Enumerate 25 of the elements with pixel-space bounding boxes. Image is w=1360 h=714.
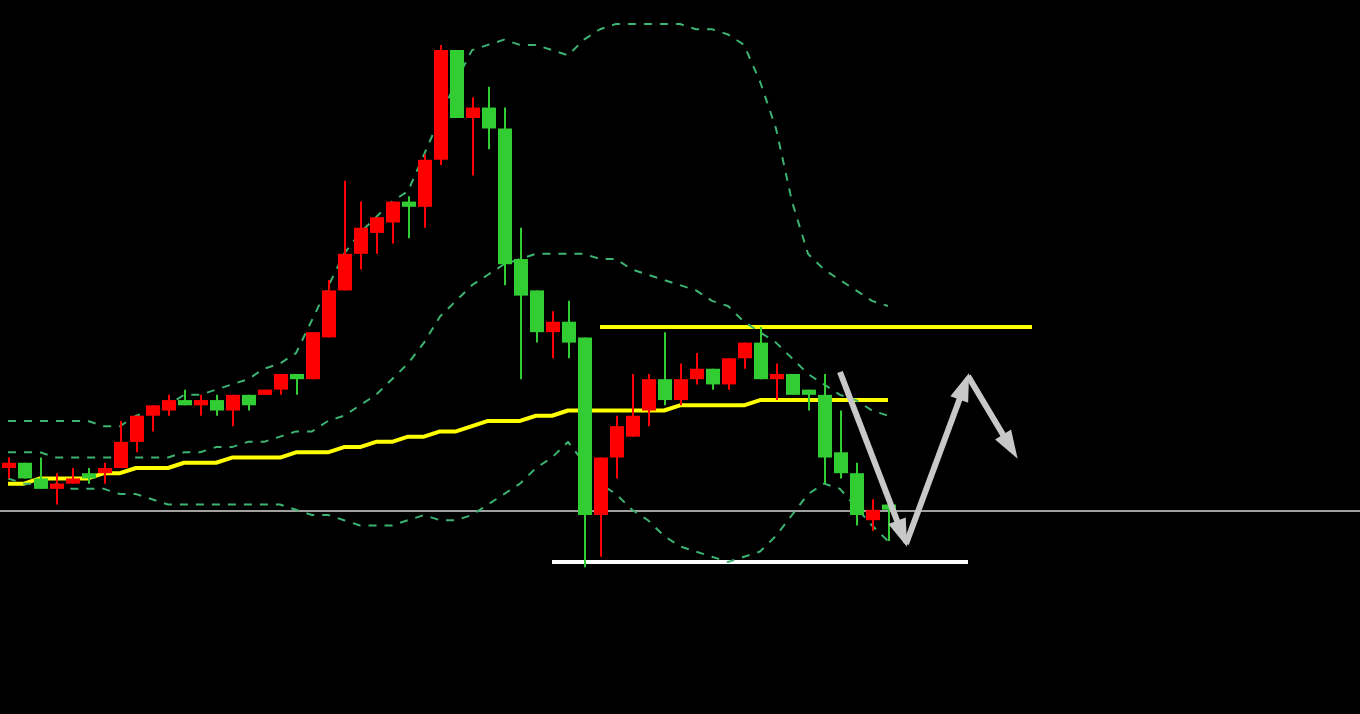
- candlestick: [194, 393, 208, 417]
- candlestick: [754, 325, 768, 381]
- candlestick: [770, 362, 784, 402]
- candlestick: [690, 352, 704, 386]
- candlestick: [98, 461, 112, 485]
- candlestick: [658, 331, 672, 407]
- candlestick: [34, 456, 48, 490]
- candlestick: [226, 393, 240, 428]
- candlestick: [338, 179, 352, 292]
- candlestick: [482, 85, 496, 151]
- candlestick: [466, 96, 480, 177]
- candlestick: [850, 461, 864, 527]
- candlestick: [738, 341, 752, 370]
- candlestick: [210, 393, 224, 417]
- candlestick: [546, 310, 560, 360]
- candlestick: [674, 362, 688, 407]
- candlestick: [418, 153, 432, 229]
- candlestick: [402, 195, 416, 240]
- candlestick: [114, 419, 128, 469]
- candlestick: [2, 456, 16, 480]
- candlestick: [866, 498, 880, 532]
- candlestick: [722, 357, 736, 391]
- candlestick: [642, 372, 656, 428]
- candlestick: [130, 414, 144, 454]
- candlestick: [50, 472, 64, 506]
